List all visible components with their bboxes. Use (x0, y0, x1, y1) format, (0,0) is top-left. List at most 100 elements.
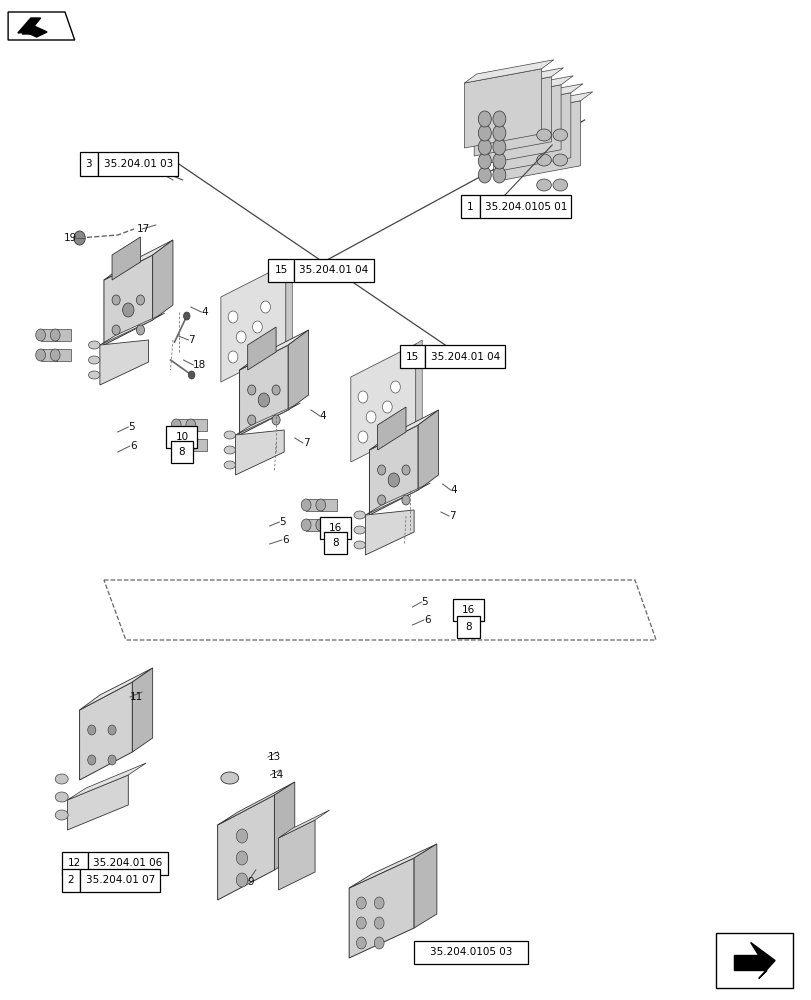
Ellipse shape (224, 461, 235, 469)
Ellipse shape (552, 154, 567, 166)
Bar (88, 852, 167, 874)
Circle shape (183, 312, 190, 320)
Ellipse shape (552, 179, 567, 191)
Polygon shape (365, 483, 430, 515)
Bar (453, 599, 483, 621)
Ellipse shape (224, 446, 235, 454)
Text: 15: 15 (274, 265, 287, 275)
Polygon shape (320, 519, 337, 531)
Ellipse shape (536, 154, 551, 166)
Circle shape (478, 139, 491, 155)
Circle shape (492, 111, 505, 127)
Circle shape (390, 381, 400, 393)
Circle shape (356, 897, 366, 909)
Polygon shape (493, 84, 582, 107)
Polygon shape (191, 439, 207, 451)
Polygon shape (18, 18, 47, 37)
Polygon shape (474, 77, 551, 156)
Bar (461, 195, 479, 218)
Text: 14: 14 (270, 770, 283, 780)
Polygon shape (8, 12, 75, 40)
Circle shape (492, 125, 505, 141)
Circle shape (272, 385, 280, 395)
Circle shape (252, 321, 262, 333)
Circle shape (401, 495, 410, 505)
Polygon shape (55, 349, 71, 361)
Circle shape (374, 917, 384, 929)
Text: 35.204.01 04: 35.204.01 04 (299, 265, 368, 275)
Circle shape (260, 341, 270, 353)
Polygon shape (235, 430, 284, 475)
Circle shape (356, 917, 366, 929)
Circle shape (315, 519, 325, 531)
Polygon shape (100, 340, 148, 385)
Polygon shape (278, 810, 329, 838)
Circle shape (247, 385, 255, 395)
Ellipse shape (55, 792, 68, 802)
Text: 8: 8 (178, 447, 185, 457)
Circle shape (272, 415, 280, 425)
Polygon shape (278, 820, 315, 890)
Bar (324, 532, 346, 554)
Text: 6: 6 (281, 535, 288, 545)
Ellipse shape (552, 129, 567, 141)
Ellipse shape (88, 371, 100, 379)
Text: 35.204.01 07: 35.204.01 07 (86, 875, 155, 885)
Polygon shape (377, 407, 406, 450)
Text: 35.204.01 06: 35.204.01 06 (93, 858, 162, 868)
Circle shape (356, 937, 366, 949)
Circle shape (188, 371, 195, 379)
Circle shape (301, 519, 311, 531)
Text: 4: 4 (201, 307, 208, 317)
Ellipse shape (536, 129, 551, 141)
Text: 16: 16 (328, 523, 341, 533)
Circle shape (478, 153, 491, 169)
Bar (166, 426, 197, 448)
Circle shape (50, 329, 60, 341)
Bar (479, 195, 571, 218)
Polygon shape (306, 519, 322, 531)
Circle shape (388, 473, 399, 487)
Polygon shape (79, 668, 152, 710)
Circle shape (382, 401, 392, 413)
Bar (457, 616, 479, 638)
Circle shape (236, 851, 247, 865)
Polygon shape (239, 345, 288, 435)
Polygon shape (55, 329, 71, 341)
Text: 7: 7 (303, 438, 309, 448)
Circle shape (390, 421, 400, 433)
Ellipse shape (224, 431, 235, 439)
Polygon shape (320, 499, 337, 511)
Text: 19: 19 (63, 233, 76, 243)
Bar (268, 258, 294, 282)
Circle shape (228, 311, 238, 323)
Polygon shape (132, 668, 152, 752)
Bar (80, 868, 160, 892)
Circle shape (401, 465, 410, 475)
Circle shape (88, 725, 96, 735)
Circle shape (374, 937, 384, 949)
Polygon shape (20, 30, 37, 34)
Bar (425, 345, 504, 368)
Polygon shape (79, 682, 132, 780)
Polygon shape (217, 795, 274, 900)
Text: 11: 11 (130, 692, 143, 702)
Polygon shape (503, 92, 592, 115)
Text: 5: 5 (279, 517, 285, 527)
Polygon shape (67, 775, 128, 830)
Bar (62, 852, 88, 874)
Bar (79, 152, 98, 176)
Polygon shape (104, 240, 173, 280)
Ellipse shape (88, 341, 100, 349)
Circle shape (50, 349, 60, 361)
Circle shape (492, 167, 505, 183)
Polygon shape (288, 330, 308, 410)
Circle shape (171, 419, 181, 431)
Circle shape (108, 755, 116, 765)
Circle shape (122, 303, 134, 317)
Polygon shape (176, 439, 192, 451)
Circle shape (301, 499, 311, 511)
Text: 7: 7 (188, 335, 195, 345)
Polygon shape (221, 264, 285, 382)
Circle shape (236, 873, 247, 887)
